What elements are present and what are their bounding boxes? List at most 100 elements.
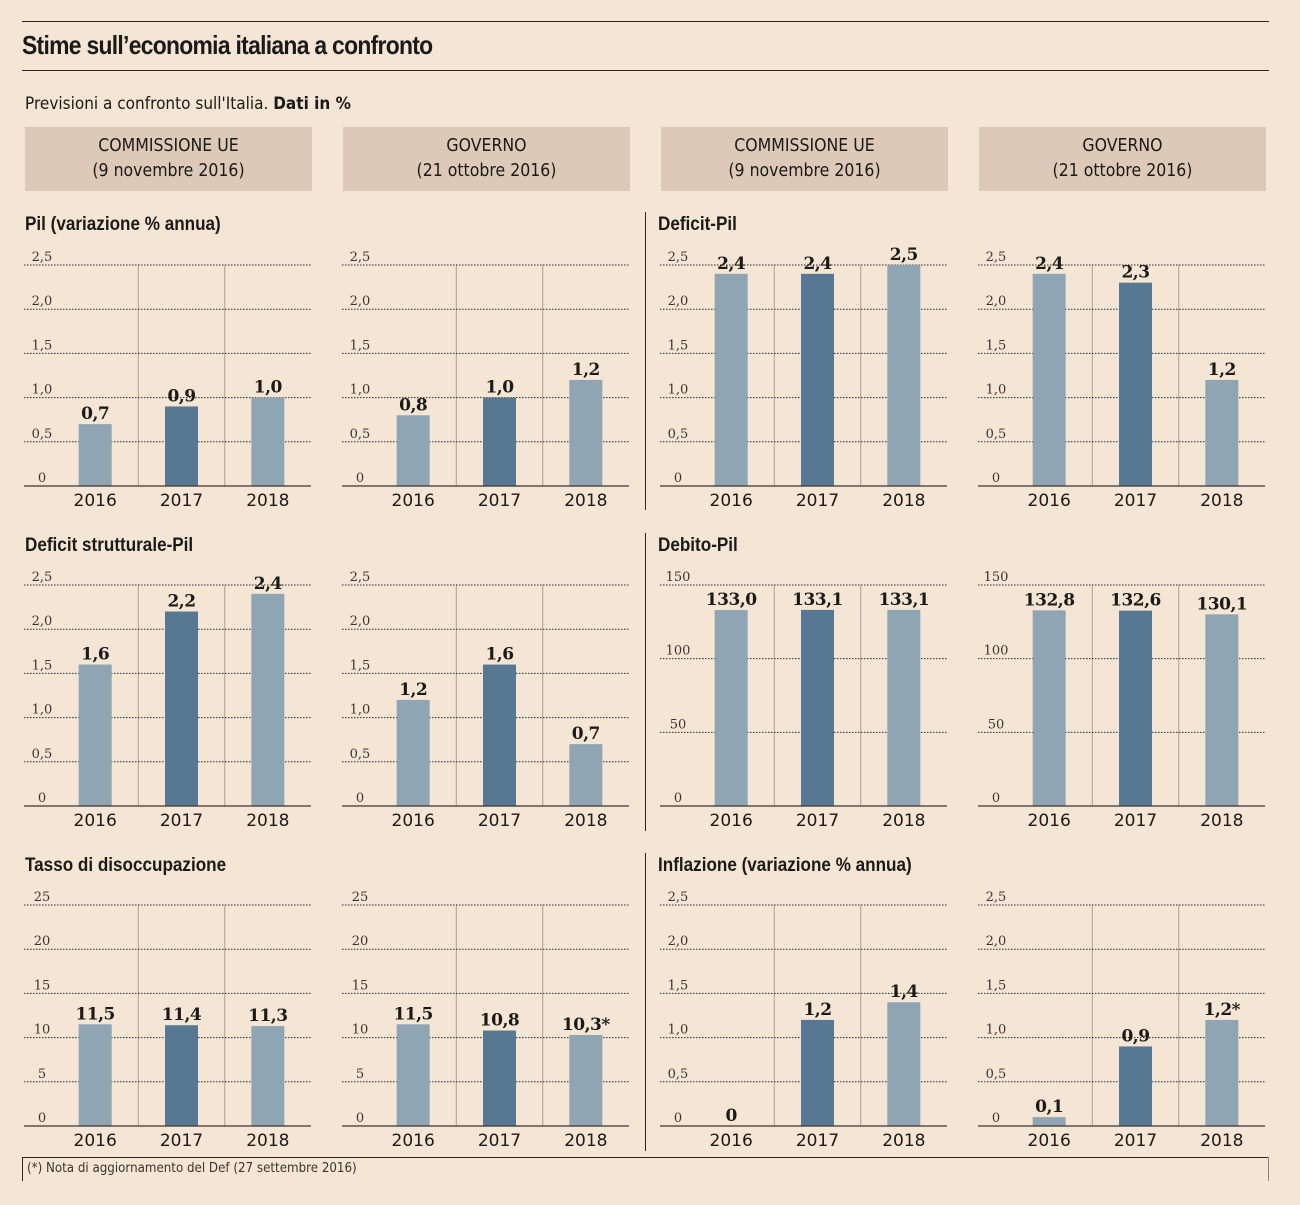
y-tick-label: 1,5 <box>668 338 689 353</box>
value-label: 0,7 <box>572 724 600 744</box>
x-tick-label: 2017 <box>160 1131 203 1151</box>
y-tick-label: 0,5 <box>986 1067 1007 1082</box>
value-label: 0,9 <box>167 386 195 406</box>
column-header-governo-left: GOVERNO (21 ottobre 2016) <box>343 127 630 191</box>
value-label: 132,8 <box>1024 590 1075 610</box>
x-tick-label: 2016 <box>1028 1131 1071 1151</box>
y-tick-label: 1,0 <box>350 703 371 718</box>
y-tick-label: 2,5 <box>32 570 53 585</box>
bar-2016 <box>1032 1117 1066 1126</box>
bar-2017 <box>483 664 516 806</box>
chart-debito-commissione: 0 50 100 150 133,0 2016 133,1 2017 133,1 2018 <box>660 570 947 831</box>
x-tick-label: 2016 <box>392 811 435 831</box>
bar-2017 <box>165 406 198 486</box>
y-tick-label: 1,0 <box>986 383 1007 398</box>
y-tick-label: 15 <box>352 978 369 993</box>
y-tick-label: 2,0 <box>32 294 53 309</box>
bar-2018 <box>887 609 921 806</box>
bar-2017 <box>165 611 198 806</box>
column-header-date: (9 novembre 2016) <box>728 161 881 181</box>
column-header-source: COMMISSIONE UE <box>98 136 239 156</box>
y-tick-label: 0 <box>674 1111 682 1126</box>
bar-2018 <box>569 1034 603 1126</box>
column-header-date: (21 ottobre 2016) <box>1052 161 1193 181</box>
bar-2018 <box>887 1002 921 1126</box>
y-tick-label: 2,5 <box>986 890 1007 905</box>
bar-2017 <box>1119 1046 1152 1126</box>
y-tick-label: 0,5 <box>668 427 689 442</box>
value-label: 2,4 <box>254 574 283 594</box>
value-label: 2,5 <box>890 245 918 265</box>
value-label: 0,7 <box>81 404 109 424</box>
bar-2018 <box>1205 1019 1239 1126</box>
x-tick-label: 2017 <box>1114 491 1157 511</box>
bar-2018 <box>887 265 921 486</box>
x-tick-label: 2016 <box>74 1131 117 1151</box>
x-tick-label: 2018 <box>246 811 289 831</box>
x-tick-label: 2017 <box>1114 1131 1157 1151</box>
footnote-border-left <box>22 1157 23 1181</box>
value-label: 0,8 <box>399 395 427 415</box>
chart-deficit-strutturale-governo: 0 0,5 1,0 1,5 2,0 2,5 1,2 2016 1,6 2017 0,7 2018 <box>342 570 629 831</box>
y-tick-label: 2,0 <box>350 614 371 629</box>
column-divider <box>645 853 646 1151</box>
y-tick-label: 2,0 <box>986 294 1007 309</box>
y-tick-label: 2,5 <box>668 250 689 265</box>
value-label: 1,2* <box>1204 1000 1241 1020</box>
y-tick-label: 10 <box>34 1023 51 1038</box>
x-tick-label: 2018 <box>564 491 607 511</box>
bar-2016 <box>714 610 748 806</box>
section-title-debito-pil: Debito-Pil <box>658 535 738 556</box>
value-label: 11,5 <box>393 1004 432 1024</box>
value-label: 1,2 <box>803 1000 831 1020</box>
y-tick-label: 0 <box>674 471 682 486</box>
chart-disoccupazione-governo: 0 5 10 15 20 25 11,5 2016 10,8 2017 10,3* 2018 <box>342 890 629 1151</box>
x-tick-label: 2018 <box>246 1131 289 1151</box>
footnote-border-right <box>1268 1157 1269 1181</box>
bar-2016 <box>1032 610 1066 806</box>
x-tick-label: 2018 <box>564 1131 607 1151</box>
y-tick-label: 0,5 <box>350 427 371 442</box>
bar-2016 <box>78 424 112 486</box>
value-label: 1,6 <box>485 645 513 665</box>
x-tick-label: 2016 <box>392 1131 435 1151</box>
x-tick-label: 2016 <box>74 811 117 831</box>
bar-2016 <box>714 273 748 486</box>
bar-2017 <box>483 1030 516 1126</box>
y-tick-label: 2,5 <box>32 250 53 265</box>
y-tick-label: 150 <box>984 570 1009 585</box>
value-label: 133,0 <box>706 590 757 610</box>
value-label: 1,4 <box>890 982 919 1002</box>
bar-2016 <box>1032 273 1066 486</box>
value-label: 2,4 <box>717 254 746 274</box>
y-tick-label: 1,0 <box>32 383 53 398</box>
value-label: 132,6 <box>1110 591 1161 611</box>
column-header-date: (21 ottobre 2016) <box>416 161 557 181</box>
value-label: 1,6 <box>81 645 109 665</box>
y-tick-label: 5 <box>38 1067 46 1082</box>
value-label: 1,2 <box>1208 360 1236 380</box>
chart-debito-governo: 0 50 100 150 132,8 2016 132,6 2017 130,1 2018 <box>978 570 1265 831</box>
y-tick-label: 25 <box>34 890 51 905</box>
y-tick-label: 0 <box>992 1111 1000 1126</box>
x-tick-label: 2016 <box>392 491 435 511</box>
bar-2018 <box>569 379 603 486</box>
x-tick-label: 2017 <box>1114 811 1157 831</box>
column-header-commissione-ue-right: COMMISSIONE UE (9 novembre 2016) <box>661 127 948 191</box>
title-rule <box>22 70 1269 71</box>
y-tick-label: 0 <box>38 471 46 486</box>
value-label: 0,9 <box>1121 1026 1149 1046</box>
x-tick-label: 2017 <box>478 811 521 831</box>
x-tick-label: 2018 <box>882 1131 925 1151</box>
x-tick-label: 2016 <box>1028 491 1071 511</box>
x-tick-label: 2016 <box>710 491 753 511</box>
value-label: 11,3 <box>248 1006 287 1026</box>
chart-inflazione-governo: 0 0,5 1,0 1,5 2,0 2,5 0,1 2016 0,9 2017 1,2* 2018 <box>978 890 1265 1151</box>
x-tick-label: 2018 <box>564 811 607 831</box>
column-header-commissione-ue-left: COMMISSIONE UE (9 novembre 2016) <box>25 127 312 191</box>
y-tick-label: 2,0 <box>668 934 689 949</box>
y-tick-label: 2,5 <box>986 250 1007 265</box>
top-rule <box>22 21 1269 22</box>
value-label: 2,2 <box>167 592 195 612</box>
y-tick-label: 2,5 <box>668 890 689 905</box>
